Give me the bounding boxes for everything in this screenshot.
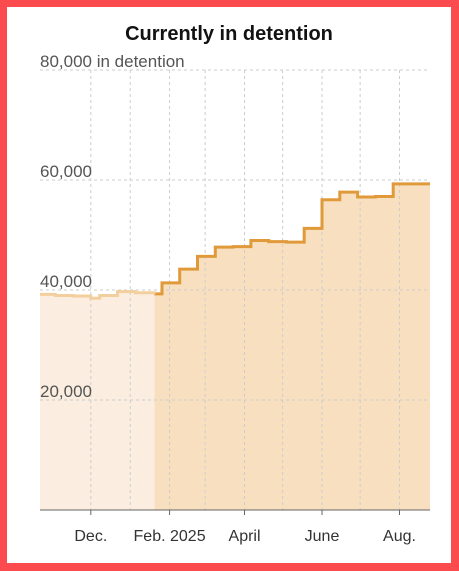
axes xyxy=(40,509,430,515)
series-1-line xyxy=(40,290,156,300)
x-tick-label-2: April xyxy=(229,528,261,545)
y-tick-label-0: 80,000 in detention xyxy=(40,52,185,71)
x-tick-label-3: June xyxy=(305,528,340,545)
x-tick-label-1: Feb. 2025 xyxy=(134,528,206,545)
gridlines xyxy=(40,69,430,510)
y-tick-label-3: 20,000 xyxy=(40,382,92,401)
tick-labels: 80,000 in detention 60,000 40,000 20,000 Dec… xyxy=(40,52,416,545)
y-tick-label-2: 40,000 xyxy=(40,272,92,291)
detention-area-chart: Currently in detention 80,000 in detenti… xyxy=(40,23,431,545)
chart-title: Currently in detention xyxy=(125,23,333,45)
series-lines xyxy=(40,182,430,300)
series-0-area xyxy=(154,183,431,510)
series-1-area xyxy=(40,291,155,510)
y-tick-label-1: 60,000 xyxy=(40,162,92,181)
area-fills xyxy=(40,183,431,510)
y-unit-label: in detention xyxy=(92,52,185,71)
chart-frame: Currently in detention 80,000 in detenti… xyxy=(7,7,451,563)
x-tick-label-4: Aug. xyxy=(383,528,416,545)
series-0-line xyxy=(154,182,430,296)
x-tick-label-0: Dec. xyxy=(74,528,107,545)
